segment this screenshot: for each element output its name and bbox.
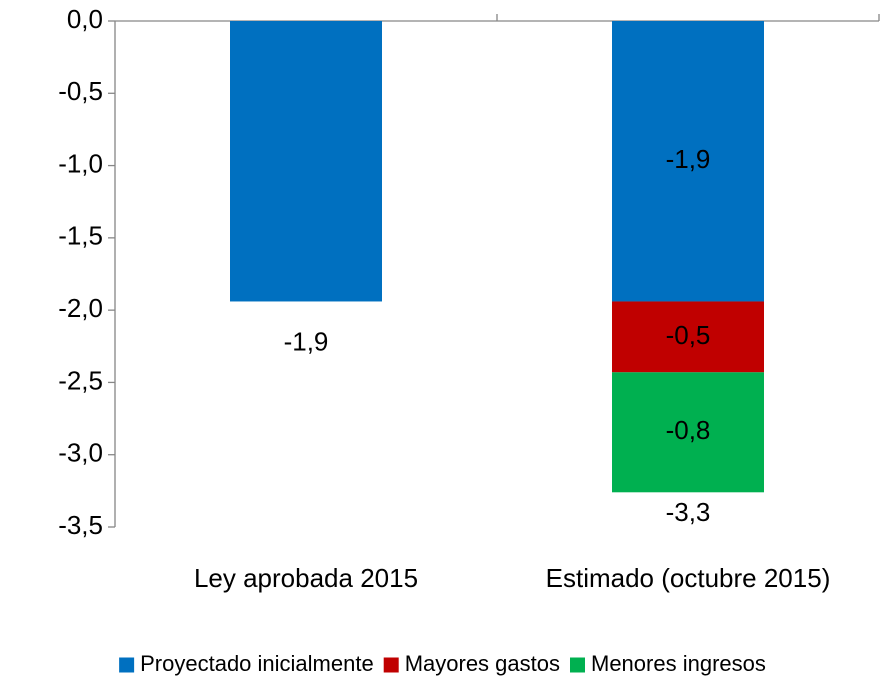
data-label: -1,9 — [284, 326, 329, 356]
legend-swatch — [570, 657, 585, 673]
y-tick-label: -2,0 — [58, 293, 103, 323]
y-tick-label: -2,5 — [58, 365, 103, 395]
y-tick-label: -1,5 — [58, 221, 103, 251]
y-tick-label: -1,0 — [58, 148, 103, 178]
y-tick-label: 0,0 — [67, 4, 103, 34]
y-tick-label: -0,5 — [58, 76, 103, 106]
bar-segment — [612, 301, 764, 373]
legend-swatch — [119, 657, 135, 673]
legend-label: Mayores gastos — [405, 651, 560, 676]
legend-label: Proyectado inicialmente — [140, 651, 374, 676]
y-tick-label: -3,5 — [58, 510, 103, 540]
data-label: -0,5 — [666, 320, 711, 350]
bar-segment — [612, 372, 764, 493]
bar-segment — [230, 21, 382, 302]
x-tick-label: Estimado (octubre 2015) — [546, 563, 831, 593]
bar-segment — [612, 21, 764, 302]
total-label: -3,3 — [666, 497, 711, 527]
data-label: -0,8 — [666, 415, 711, 445]
data-label: -1,9 — [666, 144, 711, 174]
y-tick-label: -3,0 — [58, 438, 103, 468]
legend-label: Menores ingresos — [591, 651, 766, 676]
legend-swatch — [383, 657, 399, 673]
x-tick-label: Ley aprobada 2015 — [194, 563, 418, 593]
